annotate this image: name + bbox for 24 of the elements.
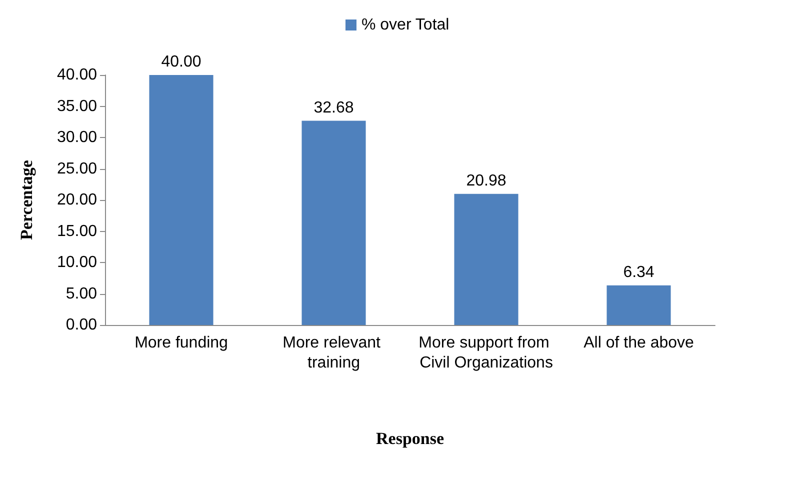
bar xyxy=(454,194,518,325)
y-tick-label: 30.00 xyxy=(56,129,98,146)
data-label: 20.98 xyxy=(466,172,506,190)
x-tick-label: More support from Civil Organizations xyxy=(418,334,554,372)
y-tick-label: 20.00 xyxy=(56,192,98,208)
data-label: 32.68 xyxy=(314,99,354,116)
y-tick-label: 40.00 xyxy=(56,66,98,84)
y-tick-label: 25.00 xyxy=(56,160,98,178)
y-tick-label: 0.00 xyxy=(66,316,98,334)
x-axis-title: Response xyxy=(376,429,444,448)
x-tick-label: More relevant training xyxy=(282,334,385,372)
bar xyxy=(302,120,366,325)
y-tick-label: 35.00 xyxy=(56,98,98,115)
legend-label: % over Total xyxy=(361,16,450,34)
x-tick-label: More funding xyxy=(134,334,228,352)
x-tick-label: All of the above xyxy=(584,334,694,352)
y-tick-label: 5.00 xyxy=(66,285,98,302)
bar xyxy=(606,285,671,325)
y-tick-label: 10.00 xyxy=(56,254,98,271)
data-label: 6.34 xyxy=(623,264,654,281)
y-axis-title: Percentage xyxy=(17,160,36,240)
y-tick-label: 15.00 xyxy=(56,222,98,240)
bar xyxy=(149,75,214,325)
data-label: 40.00 xyxy=(161,54,202,70)
